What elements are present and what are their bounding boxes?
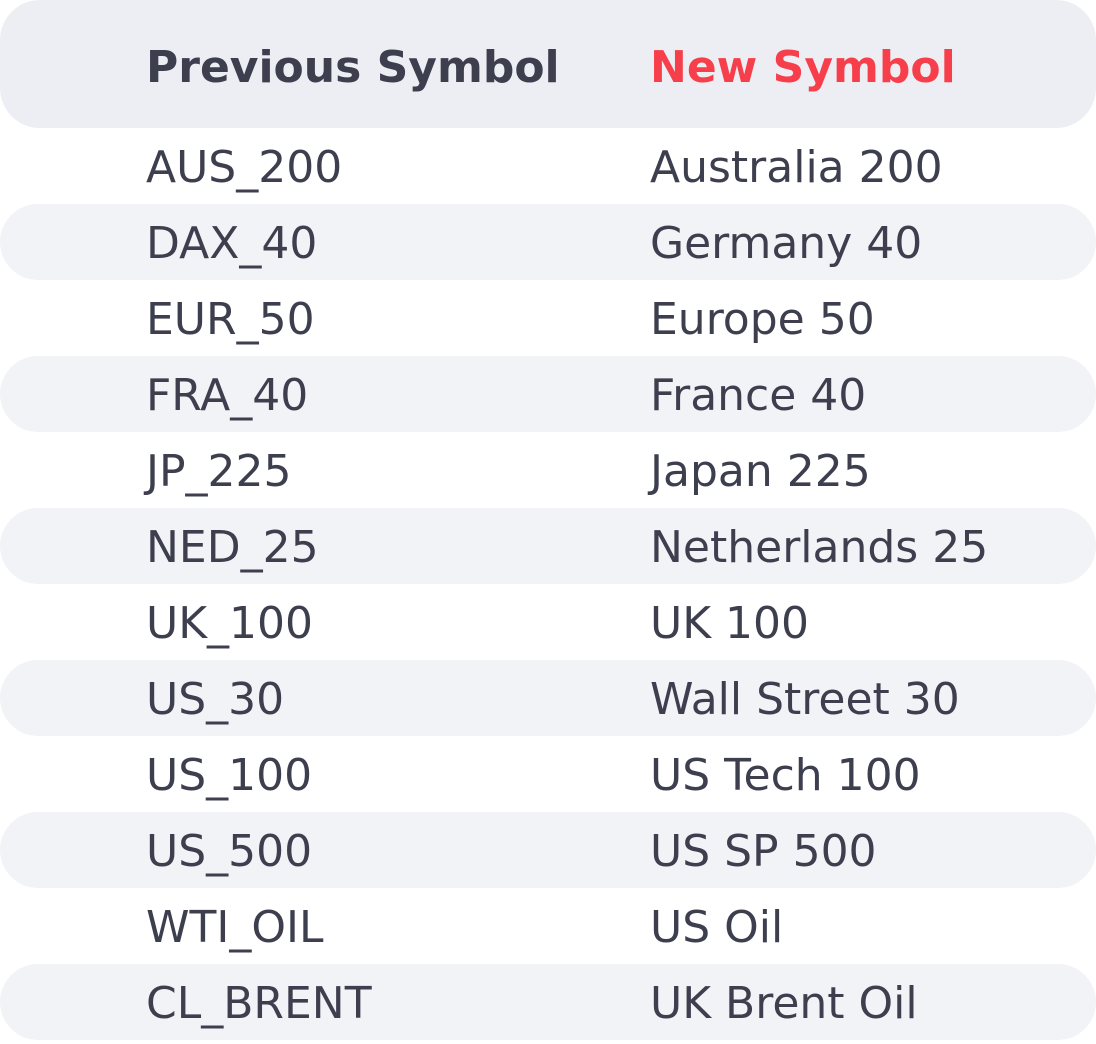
table-row: US_30 Wall Street 30 <box>0 660 1096 736</box>
new-symbol-cell: Japan 225 <box>650 446 871 497</box>
new-symbol-cell: Netherlands 25 <box>650 522 989 573</box>
previous-symbol-cell: NED_25 <box>146 522 319 573</box>
table-row: NED_25 Netherlands 25 <box>0 508 1096 584</box>
new-symbol-cell: Germany 40 <box>650 218 923 269</box>
previous-symbol-cell: EUR_50 <box>146 294 315 345</box>
previous-symbol-cell: CL_BRENT <box>146 978 372 1029</box>
header-previous-symbol: Previous Symbol <box>146 42 560 93</box>
new-symbol-cell: UK Brent Oil <box>650 978 918 1029</box>
previous-symbol-cell: US_500 <box>146 826 313 877</box>
table-row: FRA_40 France 40 <box>0 356 1096 432</box>
new-symbol-cell: US Tech 100 <box>650 750 921 801</box>
previous-symbol-cell: AUS_200 <box>146 142 343 193</box>
previous-symbol-cell: UK_100 <box>146 598 314 649</box>
table-row: DAX_40 Germany 40 <box>0 204 1096 280</box>
table-row: WTI_OIL US Oil <box>0 888 1096 964</box>
previous-symbol-cell: WTI_OIL <box>146 902 324 953</box>
previous-symbol-cell: JP_225 <box>146 446 292 497</box>
previous-symbol-cell: US_100 <box>146 750 313 801</box>
new-symbol-cell: France 40 <box>650 370 867 421</box>
new-symbol-cell: US SP 500 <box>650 826 877 877</box>
table-row: JP_225 Japan 225 <box>0 432 1096 508</box>
new-symbol-cell: Australia 200 <box>650 142 943 193</box>
table-row: AUS_200 Australia 200 <box>0 128 1096 204</box>
table-row: US_500 US SP 500 <box>0 812 1096 888</box>
table-body: AUS_200 Australia 200 DAX_40 Germany 40 … <box>0 128 1096 1040</box>
previous-symbol-cell: US_30 <box>146 674 285 725</box>
table-header: Previous Symbol New Symbol <box>0 0 1096 128</box>
new-symbol-cell: Wall Street 30 <box>650 674 960 725</box>
table-row: US_100 US Tech 100 <box>0 736 1096 812</box>
new-symbol-cell: US Oil <box>650 902 784 953</box>
table-row: CL_BRENT UK Brent Oil <box>0 964 1096 1040</box>
table-row: UK_100 UK 100 <box>0 584 1096 660</box>
previous-symbol-cell: DAX_40 <box>146 218 318 269</box>
new-symbol-cell: Europe 50 <box>650 294 875 345</box>
header-new-symbol: New Symbol <box>650 42 956 93</box>
previous-symbol-cell: FRA_40 <box>146 370 309 421</box>
new-symbol-cell: UK 100 <box>650 598 810 649</box>
table-row: EUR_50 Europe 50 <box>0 280 1096 356</box>
